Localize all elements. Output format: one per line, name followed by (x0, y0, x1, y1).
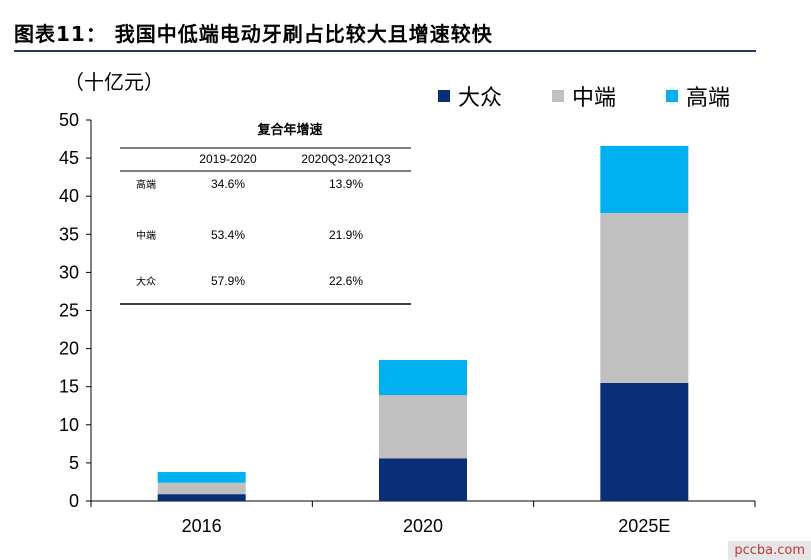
y-tick-label: 20 (59, 339, 79, 359)
bar-segment-mass-2025E (600, 382, 689, 501)
title-bar: 图表11： 我国中低端电动牙刷占比较大且增速较快 (14, 18, 756, 52)
y-tick-label: 50 (59, 110, 79, 130)
y-axis-unit-label: （十亿元） (64, 70, 164, 94)
table-cell-mid-2: 21.9% (329, 228, 363, 242)
y-tick-label: 0 (69, 491, 79, 511)
bar-segment-high-2020 (379, 360, 467, 396)
bar-segment-mid-2020 (379, 395, 467, 459)
legend-label-mid: 中端 (572, 86, 617, 111)
y-tick-label: 35 (59, 224, 79, 244)
legend-swatch-mass (438, 90, 450, 102)
bar-segment-mid-2016 (157, 482, 246, 495)
bar-segment-mass-2020 (379, 458, 467, 501)
y-tick-label: 25 (59, 301, 79, 321)
x-tick-labels: 2016 2020 2025E (90, 501, 756, 536)
bar-segment-high-2016 (157, 472, 246, 483)
watermark: pccba.com (728, 541, 811, 560)
bar-segment-high-2025E (600, 145, 689, 213)
table-col-header-2: 2020Q3-2021Q3 (301, 152, 391, 166)
x-tick-label-2025E: 2025E (618, 516, 670, 536)
legend-item-mid: 中端 (552, 82, 617, 111)
legend-label-mass: 大众 (458, 86, 503, 111)
table-row-label-mass: 大众 (136, 275, 156, 288)
legend-swatch-mid (552, 90, 564, 102)
growth-table: 复合年增速 2019-2020 2020Q3-2021Q3 高端 34.6% 1… (120, 122, 411, 305)
table-cell-mass-2: 22.6% (329, 274, 363, 288)
y-tick-label: 10 (59, 415, 79, 435)
table-cell-mid-1: 53.4% (211, 228, 245, 242)
y-ticks: 0 5 10 15 20 25 30 35 40 45 50 (59, 110, 91, 511)
table-cell-mass-1: 57.9% (211, 274, 245, 288)
y-tick-label: 30 (59, 262, 79, 282)
legend-item-mass: 大众 (438, 82, 503, 111)
table-col-header-1: 2019-2020 (199, 152, 257, 166)
y-tick-label: 45 (59, 148, 79, 168)
y-tick-label: 5 (69, 453, 79, 473)
table-row-label-mid: 中端 (136, 229, 156, 242)
x-tick-label-2016: 2016 (182, 516, 222, 536)
y-tick-label: 15 (59, 377, 79, 397)
table-cell-high-2: 13.9% (329, 177, 363, 191)
y-tick-label: 40 (59, 186, 79, 206)
legend-swatch-high (666, 90, 678, 102)
bars (157, 145, 689, 501)
chart-title: 图表11： 我国中低端电动牙刷占比较大且增速较快 (14, 22, 493, 46)
bar-segment-mass-2016 (157, 494, 246, 501)
growth-table-title: 复合年增速 (256, 122, 322, 138)
legend-item-high: 高端 (666, 82, 731, 111)
legend-label-high: 高端 (686, 86, 731, 111)
x-tick-label-2020: 2020 (403, 516, 443, 536)
table-row-label-high: 高端 (136, 178, 156, 191)
table-cell-high-1: 34.6% (211, 177, 245, 191)
bar-segment-mid-2025E (600, 212, 689, 383)
